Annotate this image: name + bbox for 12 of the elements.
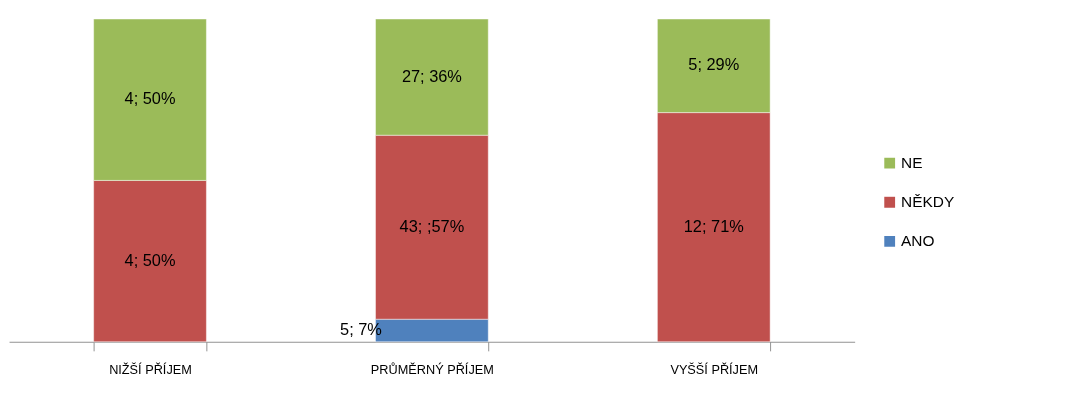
legend-label: NE <box>901 153 923 171</box>
x-tick-label: NIŽŠÍ PŘÍJEM <box>109 362 192 378</box>
data-label: 4; 50% <box>124 89 176 108</box>
legend-label: NĚKDY <box>901 192 955 210</box>
legend-label: ANO <box>901 231 935 249</box>
data-label: 4; 50% <box>124 250 176 269</box>
x-tick-label: VYŠŠÍ PŘÍJEM <box>670 362 759 378</box>
data-label: 27; 36% <box>401 66 462 85</box>
data-label: 5; 29% <box>688 55 740 74</box>
data-label: 12; 71% <box>683 216 744 235</box>
data-label: 43; ;57% <box>399 216 465 235</box>
x-tick-label: PRŮMĚRNÝ PŘÍJEM <box>370 362 494 378</box>
